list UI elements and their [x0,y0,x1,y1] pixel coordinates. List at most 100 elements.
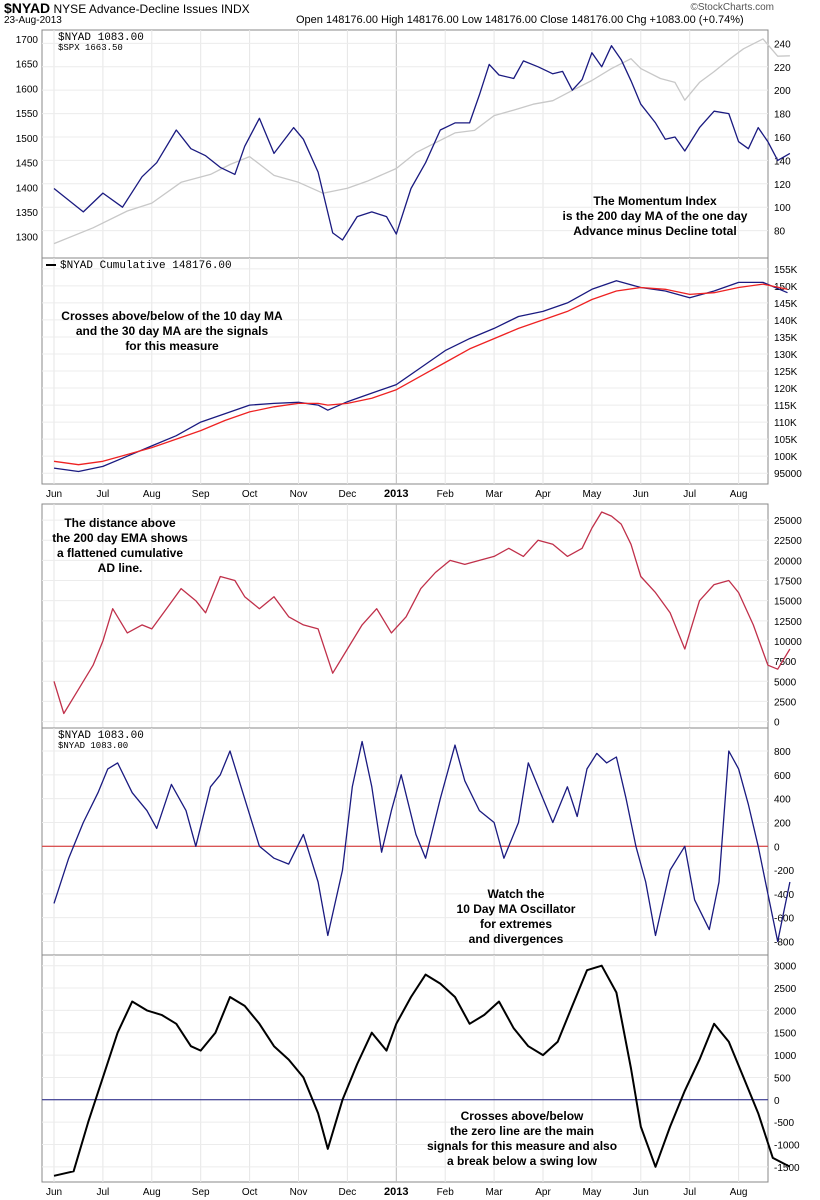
month-tick-label: Jul [683,489,696,500]
series-line-distance-above-ema [53,511,791,715]
right-axis-tick: 800 [774,747,791,758]
month-tick-label: Oct [242,1187,258,1198]
series-line-oscillator-smoothed [53,964,791,1177]
month-tick-label: May [582,1187,601,1198]
right-axis-tick: 0 [774,1096,780,1107]
right-axis-tick: 200 [774,86,791,97]
month-tick-label: Feb [437,1187,455,1198]
right-axis-tick: 150K [774,282,798,293]
right-axis-tick: 1000 [774,1051,797,1062]
right-axis-tick: 10000 [774,637,802,648]
legend-entry: $SPX 1663.50 [58,43,123,53]
right-axis-tick: -500 [774,1118,794,1129]
left-axis-tick: 1550 [16,109,39,120]
annotation-text: a flattened cumulative [57,546,183,560]
month-tick-label: Feb [437,489,455,500]
right-axis-tick: -400 [774,890,794,901]
right-axis-tick: 155K [774,265,798,276]
symbol-label: $NYAD [4,0,51,16]
brand-watermark: ©StockCharts.com [690,2,774,13]
right-axis-tick: -600 [774,914,794,925]
legend-entry: $NYAD 1083.00 [58,32,144,44]
annotation-text: Crosses above/below of the 10 day MA [61,309,283,323]
right-axis-tick: 160 [774,133,791,144]
month-tick-label: Aug [143,1187,161,1198]
legend-entry: $NYAD Cumulative 148176.00 [60,260,232,272]
annotation-text: is the 200 day MA of the one day [563,209,748,223]
panel-frame-oscillator-smoothed [41,954,769,1183]
right-axis-tick: 200 [774,818,791,829]
annotation-text: The Momentum Index [593,194,717,208]
right-axis-tick: 140 [774,156,791,167]
right-axis-tick: 100 [774,203,791,214]
right-axis-tick: 15000 [774,597,802,608]
right-axis-tick: 17500 [774,577,802,588]
annotation-text: Advance minus Decline total [573,224,736,238]
left-axis-tick: 1500 [16,134,39,145]
month-tick-label: Jul [97,489,110,500]
month-tick-label: Mar [485,489,503,500]
month-tick-label: Jun [633,489,649,500]
right-axis-tick: 25000 [774,516,802,527]
left-axis-tick: 1400 [16,183,39,194]
month-tick-label: Jun [46,1187,62,1198]
series-line-cumulative [53,283,788,466]
month-tick-label: Jun [46,489,62,500]
right-axis-tick: 7500 [774,657,797,668]
right-axis-tick: 3000 [774,962,797,973]
right-axis-tick: -200 [774,866,794,877]
right-axis-tick: 12500 [774,617,802,628]
right-axis-tick: 400 [774,795,791,806]
annotation-text: and the 30 day MA are the signals [76,324,269,338]
right-axis-tick: -1000 [774,1140,800,1151]
month-tick-label: Aug [730,489,748,500]
month-tick-label: Nov [290,1187,308,1198]
annotation-text: Crosses above/below [461,1109,584,1123]
right-axis-tick: -1500 [774,1163,800,1174]
right-axis-tick: 2500 [774,697,797,708]
month-tick-label: Apr [535,489,551,500]
right-axis-tick: 22500 [774,536,802,547]
right-axis-tick: 600 [774,771,791,782]
month-tick-label: Dec [339,1187,357,1198]
annotation-text: Watch the [488,887,545,901]
month-tick-label: May [582,489,601,500]
right-axis-tick: 135K [774,333,798,344]
left-axis-tick: 1450 [16,159,39,170]
left-axis-tick: 1300 [16,233,39,244]
month-tick-label: Mar [485,1187,503,1198]
right-axis-tick: 140K [774,316,798,327]
ohlc-summary: Open 148176.00 High 148176.00 Low 148176… [296,14,744,26]
chart-title: $NYAD NYSE Advance-Decline Issues INDX [4,0,250,16]
annotation-text: The distance above [64,516,176,530]
right-axis-tick: 20000 [774,556,802,567]
right-axis-tick: 105K [774,435,798,446]
month-tick-label: Jul [683,1187,696,1198]
month-tick-label: 2013 [384,1186,408,1198]
month-tick-label: Sep [192,1187,210,1198]
right-axis-tick: 2000 [774,1006,797,1017]
legend-entry: $NYAD 1083.00 [58,741,128,751]
annotation-text: for extremes [480,917,552,931]
annotation-text: for this measure [125,339,219,353]
right-axis-tick: 220 [774,63,791,74]
right-axis-tick: 180 [774,110,791,121]
right-axis-tick: 500 [774,1073,791,1084]
month-tick-label: Oct [242,489,258,500]
right-axis-tick: 120 [774,180,791,191]
right-axis-tick: 120K [774,384,798,395]
right-axis-tick: 100K [774,452,798,463]
date-label: 23-Aug-2013 [4,15,62,26]
right-axis-tick: -800 [774,937,794,948]
right-axis-tick: 145K [774,299,798,310]
annotation-text: AD line. [98,561,143,575]
exchange-label: INDX [220,2,250,16]
series-line-price [53,38,790,245]
left-axis-tick: 1700 [16,35,39,46]
right-axis-tick: 0 [774,842,780,853]
month-tick-label: Apr [535,1187,551,1198]
annotation-text: the 200 day EMA shows [52,531,188,545]
left-axis-tick: 1650 [16,60,39,71]
right-axis-tick: 5000 [774,677,797,688]
right-axis-tick: 2500 [774,984,797,995]
